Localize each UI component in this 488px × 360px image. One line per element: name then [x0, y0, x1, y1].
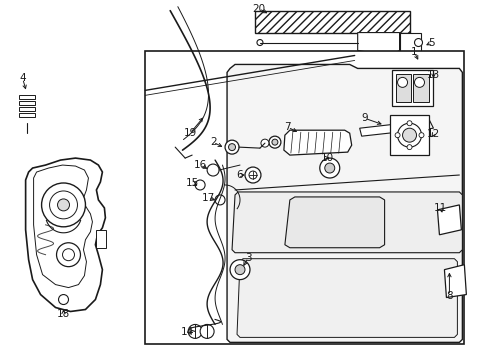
Circle shape — [195, 180, 204, 190]
Text: 14: 14 — [180, 327, 193, 337]
Circle shape — [319, 158, 339, 178]
Circle shape — [58, 199, 69, 211]
Circle shape — [244, 167, 261, 183]
Text: 6: 6 — [236, 170, 243, 180]
Polygon shape — [444, 265, 466, 298]
Circle shape — [62, 249, 74, 261]
Text: 10: 10 — [321, 153, 334, 163]
Polygon shape — [25, 158, 105, 311]
Circle shape — [414, 39, 422, 46]
Bar — [19, 95, 35, 99]
Circle shape — [59, 294, 68, 305]
Polygon shape — [232, 192, 462, 253]
Text: 3: 3 — [244, 253, 251, 263]
Text: 4: 4 — [20, 73, 26, 84]
Bar — [19, 101, 35, 105]
Bar — [412, 75, 428, 102]
Circle shape — [261, 139, 268, 147]
Circle shape — [402, 128, 416, 142]
Circle shape — [235, 265, 244, 275]
Bar — [96, 230, 106, 248]
Text: 7: 7 — [284, 122, 290, 132]
Circle shape — [215, 195, 224, 205]
Circle shape — [324, 163, 334, 173]
Circle shape — [41, 183, 85, 227]
Polygon shape — [285, 197, 384, 248]
Circle shape — [406, 121, 411, 126]
Circle shape — [406, 145, 411, 150]
Circle shape — [397, 123, 421, 147]
Circle shape — [414, 77, 424, 87]
Circle shape — [256, 40, 263, 45]
Text: 16: 16 — [193, 160, 206, 170]
Bar — [389, 115, 428, 155]
Text: 12: 12 — [426, 129, 439, 139]
Text: 15: 15 — [185, 178, 198, 188]
Text: 13: 13 — [426, 71, 439, 80]
Circle shape — [49, 191, 77, 219]
Bar — [395, 75, 410, 102]
Text: 2: 2 — [209, 137, 216, 147]
Circle shape — [397, 77, 407, 87]
Polygon shape — [226, 64, 462, 342]
Text: 5: 5 — [427, 37, 434, 48]
Text: 9: 9 — [361, 113, 367, 123]
Polygon shape — [34, 165, 92, 288]
Polygon shape — [437, 205, 461, 235]
Bar — [399, 32, 421, 53]
Text: 11: 11 — [433, 203, 446, 213]
Circle shape — [188, 324, 202, 338]
Bar — [254, 11, 408, 32]
Circle shape — [200, 324, 214, 338]
Polygon shape — [284, 130, 351, 155]
Text: 20: 20 — [252, 4, 265, 14]
Circle shape — [394, 133, 399, 138]
Text: 1: 1 — [410, 48, 417, 58]
Text: 18: 18 — [57, 310, 70, 319]
Bar — [19, 113, 35, 117]
Text: 8: 8 — [445, 291, 452, 301]
Circle shape — [248, 171, 256, 179]
Bar — [145, 50, 464, 345]
Polygon shape — [357, 32, 399, 55]
Polygon shape — [237, 259, 456, 337]
Text: 19: 19 — [183, 128, 196, 138]
Bar — [19, 107, 35, 111]
Circle shape — [228, 144, 235, 150]
Circle shape — [57, 243, 81, 267]
Circle shape — [229, 260, 249, 280]
Circle shape — [418, 133, 423, 138]
Text: 17: 17 — [201, 193, 214, 203]
Circle shape — [268, 136, 280, 148]
Circle shape — [271, 139, 277, 145]
Bar — [391, 71, 432, 106]
Polygon shape — [359, 120, 432, 136]
Circle shape — [207, 164, 219, 176]
Circle shape — [224, 140, 239, 154]
